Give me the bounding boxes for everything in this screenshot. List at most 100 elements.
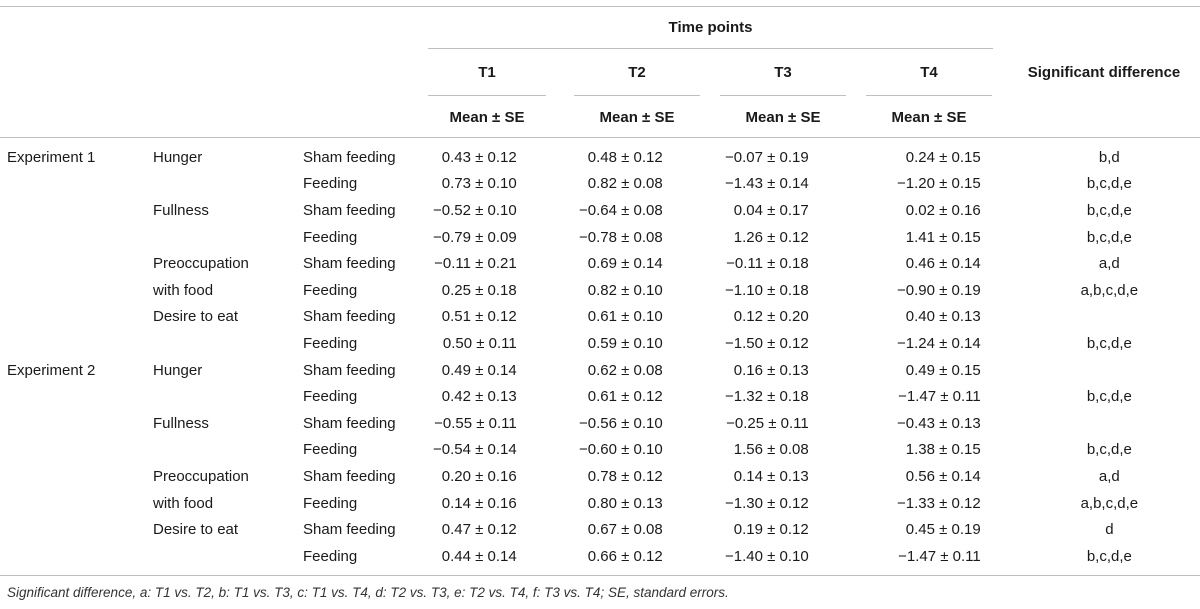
experiment-cell — [0, 197, 153, 224]
table-row: Feeding 0.42 ± 0.13 0.61 ± 0.12 −1.32 ± 0.1… — [0, 383, 1200, 410]
experiment-cell — [0, 304, 153, 331]
condition-cell: Feeding — [303, 547, 358, 565]
significance-cell — [1001, 357, 1200, 384]
t2-value: 0.82 ± 0.08 — [587, 175, 663, 193]
significance-cell: b,c,d,e — [1086, 228, 1132, 246]
t1-value: 0.51 ± 0.12 — [441, 308, 517, 326]
significance-cell: b,c,d,e — [1086, 334, 1132, 352]
t4-value: 1.38 ± 0.15 — [905, 441, 981, 459]
t2-value: −0.64 ± 0.08 — [579, 201, 663, 219]
measure-cell: Desire to eat — [153, 308, 239, 326]
t3-value: −1.10 ± 0.18 — [725, 281, 809, 299]
significance-cell: a,d — [1098, 467, 1120, 485]
t1-value: 0.43 ± 0.12 — [441, 148, 517, 166]
header-stat-t1: Mean ± SE — [449, 109, 525, 126]
experiment-cell — [0, 171, 153, 198]
t3-value: 0.19 ± 0.12 — [733, 521, 809, 539]
t4-value: −0.43 ± 0.13 — [897, 414, 981, 432]
header-t4: T4 — [920, 64, 938, 81]
measure-cell: Fullness — [153, 201, 209, 219]
measure-cell — [153, 171, 303, 198]
t3-value: −1.40 ± 0.10 — [725, 547, 809, 565]
condition-cell: Feeding — [303, 175, 358, 193]
t3-value: −1.30 ± 0.12 — [725, 494, 809, 512]
table-row: Feeding −0.79 ± 0.09 −0.78 ± 0.08 1.26 ± 0.… — [0, 224, 1200, 251]
t4-value: 0.49 ± 0.15 — [905, 361, 981, 379]
t2-value: 0.62 ± 0.08 — [587, 361, 663, 379]
t3-value: 1.56 ± 0.08 — [733, 441, 809, 459]
table-row: Desire to eat Sham feeding 0.51 ± 0.12 0.61… — [0, 304, 1200, 331]
condition-cell: Sham feeding — [303, 255, 396, 273]
t2-value: 0.69 ± 0.14 — [587, 255, 663, 273]
table-row: Feeding −0.54 ± 0.14 −0.60 ± 0.10 1.56 ± 0.… — [0, 437, 1200, 464]
t3-rule — [720, 95, 846, 96]
t2-value: 0.48 ± 0.12 — [587, 148, 663, 166]
condition-cell: Sham feeding — [303, 414, 396, 432]
t1-value: 0.20 ± 0.16 — [441, 467, 517, 485]
condition-cell: Feeding — [303, 228, 358, 246]
t2-rule — [574, 95, 700, 96]
condition-cell: Sham feeding — [303, 201, 396, 219]
significance-cell: b,c,d,e — [1086, 547, 1132, 565]
t1-value: 0.25 ± 0.18 — [441, 281, 517, 299]
t3-value: −0.25 ± 0.11 — [726, 414, 809, 432]
t4-rule — [866, 95, 992, 96]
significance-cell: d — [1105, 521, 1114, 539]
t3-value: −1.32 ± 0.18 — [725, 388, 809, 406]
t1-value: 0.49 ± 0.14 — [441, 361, 517, 379]
footnote: Significant difference, a: T1 vs. T2, b:… — [7, 585, 729, 600]
header-stat-t4: Mean ± SE — [891, 109, 967, 126]
header-significant-difference: Significant difference — [1027, 64, 1181, 81]
measure-cell — [153, 437, 303, 464]
significance-cell: b,c,d,e — [1086, 441, 1132, 459]
experiment-cell — [0, 330, 153, 357]
experiment-cell — [0, 410, 153, 437]
measure-cell: Preoccupation — [153, 255, 249, 273]
t1-value: −0.79 ± 0.09 — [433, 228, 517, 246]
t4-value: −0.90 ± 0.19 — [897, 281, 981, 299]
measure-cell — [153, 543, 303, 570]
measure-cell: Desire to eat — [153, 521, 239, 539]
t1-value: 0.50 ± 0.11 — [442, 334, 517, 352]
header-t3: T3 — [774, 64, 792, 81]
t3-value: 0.04 ± 0.17 — [733, 201, 809, 219]
measure-cell: with food — [153, 494, 214, 512]
condition-cell: Sham feeding — [303, 467, 396, 485]
t2-value: −0.56 ± 0.10 — [579, 414, 663, 432]
experiment-cell — [0, 277, 153, 304]
condition-cell: Sham feeding — [303, 308, 396, 326]
header-t2: T2 — [628, 64, 646, 81]
t1-value: 0.44 ± 0.14 — [441, 547, 517, 565]
t4-value: 0.24 ± 0.15 — [905, 148, 981, 166]
condition-cell: Sham feeding — [303, 148, 396, 166]
t4-value: 0.02 ± 0.16 — [905, 201, 981, 219]
t4-value: −1.20 ± 0.15 — [897, 175, 981, 193]
condition-cell: Feeding — [303, 388, 358, 406]
t4-value: 0.56 ± 0.14 — [905, 467, 981, 485]
t3-value: 0.12 ± 0.20 — [733, 308, 809, 326]
t1-value: 0.14 ± 0.16 — [441, 494, 517, 512]
t3-value: −1.43 ± 0.14 — [725, 175, 809, 193]
experiment-cell — [0, 543, 153, 570]
t3-value: −0.11 ± 0.18 — [726, 255, 809, 273]
t4-value: 0.45 ± 0.19 — [905, 521, 981, 539]
t2-value: 0.61 ± 0.10 — [587, 308, 663, 326]
condition-cell: Sham feeding — [303, 361, 396, 379]
t1-value: 0.47 ± 0.12 — [441, 521, 517, 539]
experiment-cell — [0, 224, 153, 251]
table-row: Preoccupation Sham feeding 0.20 ± 0.16 0.78… — [0, 463, 1200, 490]
t1-value: −0.52 ± 0.10 — [433, 201, 517, 219]
condition-cell: Sham feeding — [303, 521, 396, 539]
measure-cell — [153, 330, 303, 357]
t2-value: 0.59 ± 0.10 — [587, 334, 663, 352]
header-stat-t2: Mean ± SE — [599, 109, 675, 126]
table-row: Feeding 0.44 ± 0.14 0.66 ± 0.12 −1.40 ± 0.1… — [0, 543, 1200, 570]
header-time-points: Time points — [668, 19, 753, 36]
time-points-rule — [428, 48, 993, 49]
significance-cell — [1001, 304, 1200, 331]
t2-value: 0.80 ± 0.13 — [587, 494, 663, 512]
table-row: Preoccupation Sham feeding −0.11 ± 0.21 0.6… — [0, 250, 1200, 277]
t1-value: −0.55 ± 0.11 — [434, 414, 517, 432]
experiment-cell: Experiment 1 — [7, 148, 96, 166]
t2-value: 0.82 ± 0.10 — [587, 281, 663, 299]
